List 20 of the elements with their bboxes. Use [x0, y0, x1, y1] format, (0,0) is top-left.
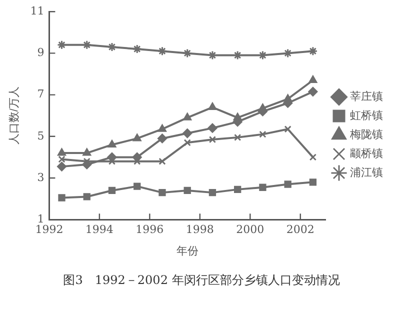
- x-tick-label: 2002: [286, 223, 314, 236]
- y-axis-title: 人口数/万人: [8, 86, 21, 145]
- x-tick-label: 1996: [136, 223, 164, 236]
- y-tick-label: 7: [37, 88, 44, 101]
- legend-label: 梅陇镇: [349, 128, 383, 141]
- legend-label: 虹桥镇: [350, 108, 383, 122]
- y-tick-label: 5: [37, 129, 44, 142]
- x-axis-title: 年份: [176, 245, 198, 258]
- y-tick-label: 3: [37, 170, 44, 184]
- caption: 图3 1992－2002 年闵行区部分乡镇人口变动情况: [62, 272, 341, 289]
- y-tick-label: 11: [30, 4, 44, 18]
- x-tick-label: 2000: [236, 223, 264, 236]
- legend-label: 颛桥镇: [350, 146, 383, 160]
- y-tick-label: 1: [37, 212, 44, 226]
- x-tick-label: 1992: [35, 223, 64, 236]
- legend-label: 浦江镇: [350, 166, 383, 179]
- x-tick-label: 1994: [85, 223, 114, 236]
- legend-label: 莘庄镇: [350, 90, 383, 103]
- y-tick-label: 9: [37, 46, 44, 60]
- x-tick-label: 1998: [186, 223, 214, 236]
